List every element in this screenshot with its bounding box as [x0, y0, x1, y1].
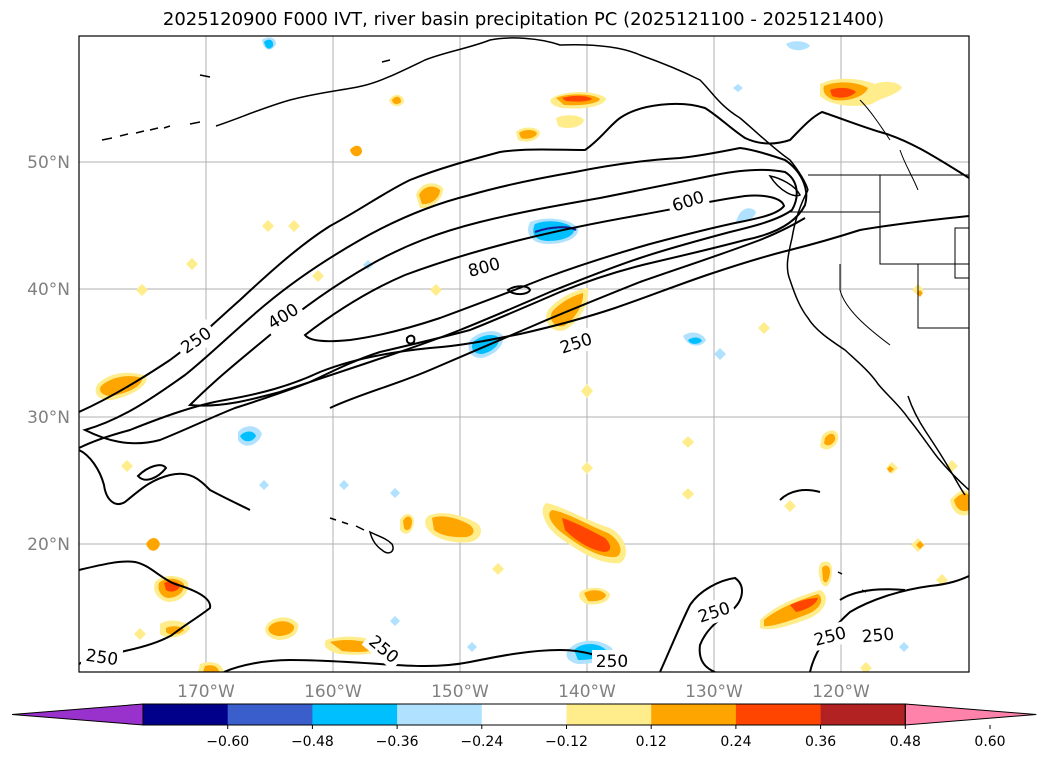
colorbar-tick-label: 0.60: [974, 734, 1005, 750]
lat-label: 40°N: [27, 280, 70, 300]
colorbar: −0.60 −0.48 −0.36 −0.24 −0.12 0.12 0.24 0.36 0.4…: [11, 703, 1037, 750]
ivt-contours: [79, 102, 969, 672]
colorbar-segment: [651, 704, 737, 725]
colorbar-segment: [481, 704, 567, 725]
colorbar-tick-label: 0.36: [805, 734, 836, 750]
colorbar-tick-label: −0.36: [376, 734, 419, 750]
colorbar-tick-label: −0.12: [545, 734, 588, 750]
lat-label: 30°N: [27, 408, 70, 428]
contour-label: 250: [596, 652, 628, 672]
lat-label: 20°N: [27, 535, 70, 555]
colorbar-segment: [397, 704, 483, 725]
colorbar-tick-label: −0.24: [460, 734, 503, 750]
map-panel: 250 400 800 600 250 250 250 250 250 250 …: [79, 36, 969, 672]
borders: [790, 99, 969, 346]
lon-label: 160°W: [304, 682, 362, 702]
colorbar-segment: [566, 704, 652, 725]
map-title: 2025120900 F000 IVT, river basin precipi…: [162, 9, 885, 30]
lon-label: 120°W: [812, 682, 870, 702]
lat-label: 50°N: [27, 153, 70, 173]
contour-label: 250: [84, 646, 119, 670]
colorbar-segment: [820, 704, 906, 725]
colorbar-extend-low: [11, 703, 144, 726]
colorbar-extend-high: [904, 703, 1037, 726]
colorbar-tick-label: −0.48: [291, 734, 334, 750]
gridlines: [79, 36, 969, 672]
lon-label: 140°W: [558, 682, 616, 702]
colorbar-outline: [142, 703, 906, 726]
colorbar-segment: [227, 704, 313, 725]
lat-labels: 50°N 40°N 30°N 20°N: [27, 153, 70, 555]
lon-label: 150°W: [431, 682, 489, 702]
colorbar-segment: [735, 704, 822, 725]
colorbar-tick-label: −0.60: [206, 734, 249, 750]
lon-label: 130°W: [685, 682, 743, 702]
coastlines: [101, 37, 969, 593]
colorbar-tick-label: 0.24: [720, 734, 751, 750]
lon-labels: 170°W 160°W 150°W 140°W 130°W 120°W: [177, 682, 870, 702]
colorbar-tick-label: 0.48: [890, 734, 921, 750]
lon-label: 170°W: [177, 682, 235, 702]
contour-label: 250: [861, 625, 895, 648]
colorbar-tick-label: 0.12: [636, 734, 667, 750]
colorbar-segment: [143, 704, 229, 725]
colorbar-segment: [312, 704, 398, 725]
map-frame: [78, 35, 970, 673]
